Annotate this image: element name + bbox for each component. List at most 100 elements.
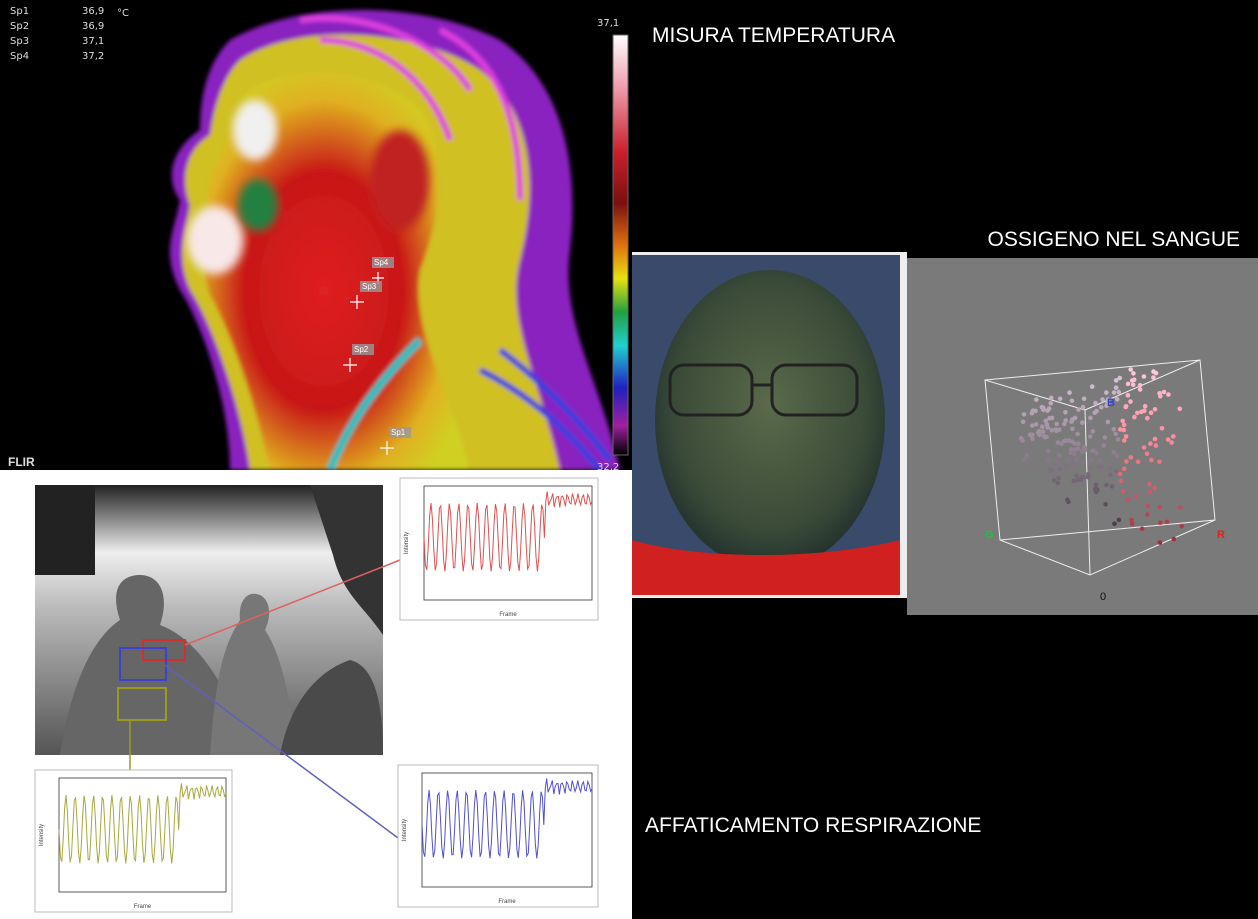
cube-dot xyxy=(1145,512,1150,517)
origin-label: 0 xyxy=(1100,591,1106,603)
cube-dot xyxy=(1041,429,1046,434)
cube-dot xyxy=(1067,390,1072,395)
cube-dot xyxy=(1146,504,1151,509)
cube-dot xyxy=(1118,427,1123,432)
cube-dot xyxy=(1074,474,1079,479)
axis-label: G xyxy=(985,529,994,541)
cube-dot xyxy=(1180,524,1185,529)
page: Sp136,9°CSp236,9Sp337,1Sp437,237,132,2Sp… xyxy=(0,0,1258,919)
spot-value: 36,9 xyxy=(82,21,104,32)
cube-dot xyxy=(1088,434,1093,439)
cube-dot xyxy=(1025,453,1030,458)
spot-marker: Sp3 xyxy=(362,282,377,291)
cube-dot xyxy=(1057,467,1062,472)
cube-dot xyxy=(1099,405,1104,410)
cube-dot xyxy=(1172,537,1177,542)
cube-dot xyxy=(1152,486,1157,491)
cube-dot xyxy=(1136,460,1141,465)
cube-dot xyxy=(1072,452,1077,457)
scale-max: 37,1 xyxy=(597,18,619,29)
cube-dot xyxy=(1129,455,1134,460)
cube-dot xyxy=(1056,476,1061,481)
rgb-cube-panel xyxy=(907,258,1258,615)
cube-dot xyxy=(1041,408,1046,413)
cube-dot xyxy=(1047,416,1052,421)
spot-value: 37,2 xyxy=(82,51,104,62)
cube-dot xyxy=(1135,411,1140,416)
cube-dot xyxy=(1059,442,1064,447)
cube-dot xyxy=(1063,464,1068,469)
cube-dot xyxy=(1080,420,1085,425)
cube-dot xyxy=(1081,460,1086,465)
spot-value: 36,9 xyxy=(82,6,104,17)
cube-dot xyxy=(1115,397,1120,402)
cube-dot xyxy=(1147,482,1152,487)
cube-dot xyxy=(1118,472,1123,477)
cube-dot xyxy=(1128,367,1133,372)
cube-dot xyxy=(1067,461,1072,466)
cube-dot xyxy=(1158,520,1163,525)
axis-label: R xyxy=(1217,529,1225,541)
cube-dot xyxy=(1117,390,1122,395)
y-axis-label: Intensity xyxy=(39,824,45,846)
y-axis-label: Intensity xyxy=(404,532,410,554)
cube-dot xyxy=(1178,505,1183,510)
cube-dot xyxy=(1082,397,1087,402)
spot-name: Sp1 xyxy=(10,6,29,17)
heading: OSSIGENO NEL SANGUE xyxy=(988,228,1240,251)
cube-dot xyxy=(1139,410,1144,415)
cube-dot xyxy=(1070,427,1075,432)
cube-dot xyxy=(1134,494,1139,499)
x-axis-label: Frame xyxy=(499,612,517,618)
cube-dot xyxy=(1145,451,1150,456)
spot-name: Sp4 xyxy=(10,51,29,62)
cube-dot xyxy=(1089,458,1094,463)
cube-dot xyxy=(1092,411,1097,416)
cube-dot xyxy=(1122,466,1127,471)
cube-dot xyxy=(1081,405,1086,410)
cube-dot xyxy=(1126,393,1131,398)
cube-dot xyxy=(1075,457,1080,462)
cube-dot xyxy=(1149,410,1154,415)
heading: MISURA TEMPERATURA xyxy=(652,24,895,47)
cube-dot xyxy=(1128,399,1133,404)
cube-dot xyxy=(1157,459,1162,464)
spot-name: Sp2 xyxy=(10,21,29,32)
cube-dot xyxy=(1088,416,1093,421)
spot-unit: °C xyxy=(117,8,129,19)
cube-dot xyxy=(1070,399,1075,404)
cube-dot xyxy=(1169,440,1174,445)
cube-dot xyxy=(1020,438,1025,443)
cube-dot xyxy=(1138,383,1143,388)
cube-dot xyxy=(1040,424,1045,429)
cube-dot xyxy=(1103,502,1108,507)
heading: AFFATICAMENTO RESPIRAZIONE xyxy=(645,814,981,837)
cube-dot xyxy=(1093,401,1098,406)
cube-dot xyxy=(1116,437,1121,442)
cube-dot xyxy=(1138,387,1143,392)
axis-label: B xyxy=(1107,397,1115,409)
cube-dot xyxy=(1165,520,1170,525)
cube-dot xyxy=(1047,406,1052,411)
cube-dot xyxy=(1098,459,1103,464)
cube-dot xyxy=(1046,449,1051,454)
cube-dot xyxy=(1111,450,1116,455)
cube-dot xyxy=(1094,451,1099,456)
y-axis-label: Intensity xyxy=(402,819,408,841)
cube-dot xyxy=(1108,473,1113,478)
cube-dot xyxy=(1049,401,1054,406)
cube-dot xyxy=(1090,384,1095,389)
cube-dot xyxy=(1101,443,1106,448)
cube-dot xyxy=(1076,407,1081,412)
canvas: Sp136,9°CSp236,9Sp337,1Sp437,237,132,2Sp… xyxy=(0,0,1258,919)
cube-dot xyxy=(1149,458,1154,463)
cube-dot xyxy=(1037,433,1042,438)
cube-dot xyxy=(1166,437,1171,442)
x-axis-label: Frame xyxy=(134,904,152,910)
cube-dot xyxy=(1028,463,1033,468)
cube-dot xyxy=(1034,397,1039,402)
cube-dot xyxy=(1075,432,1080,437)
cube-dot xyxy=(1126,497,1131,502)
color-scale xyxy=(613,35,628,455)
cube-dot xyxy=(1073,447,1078,452)
